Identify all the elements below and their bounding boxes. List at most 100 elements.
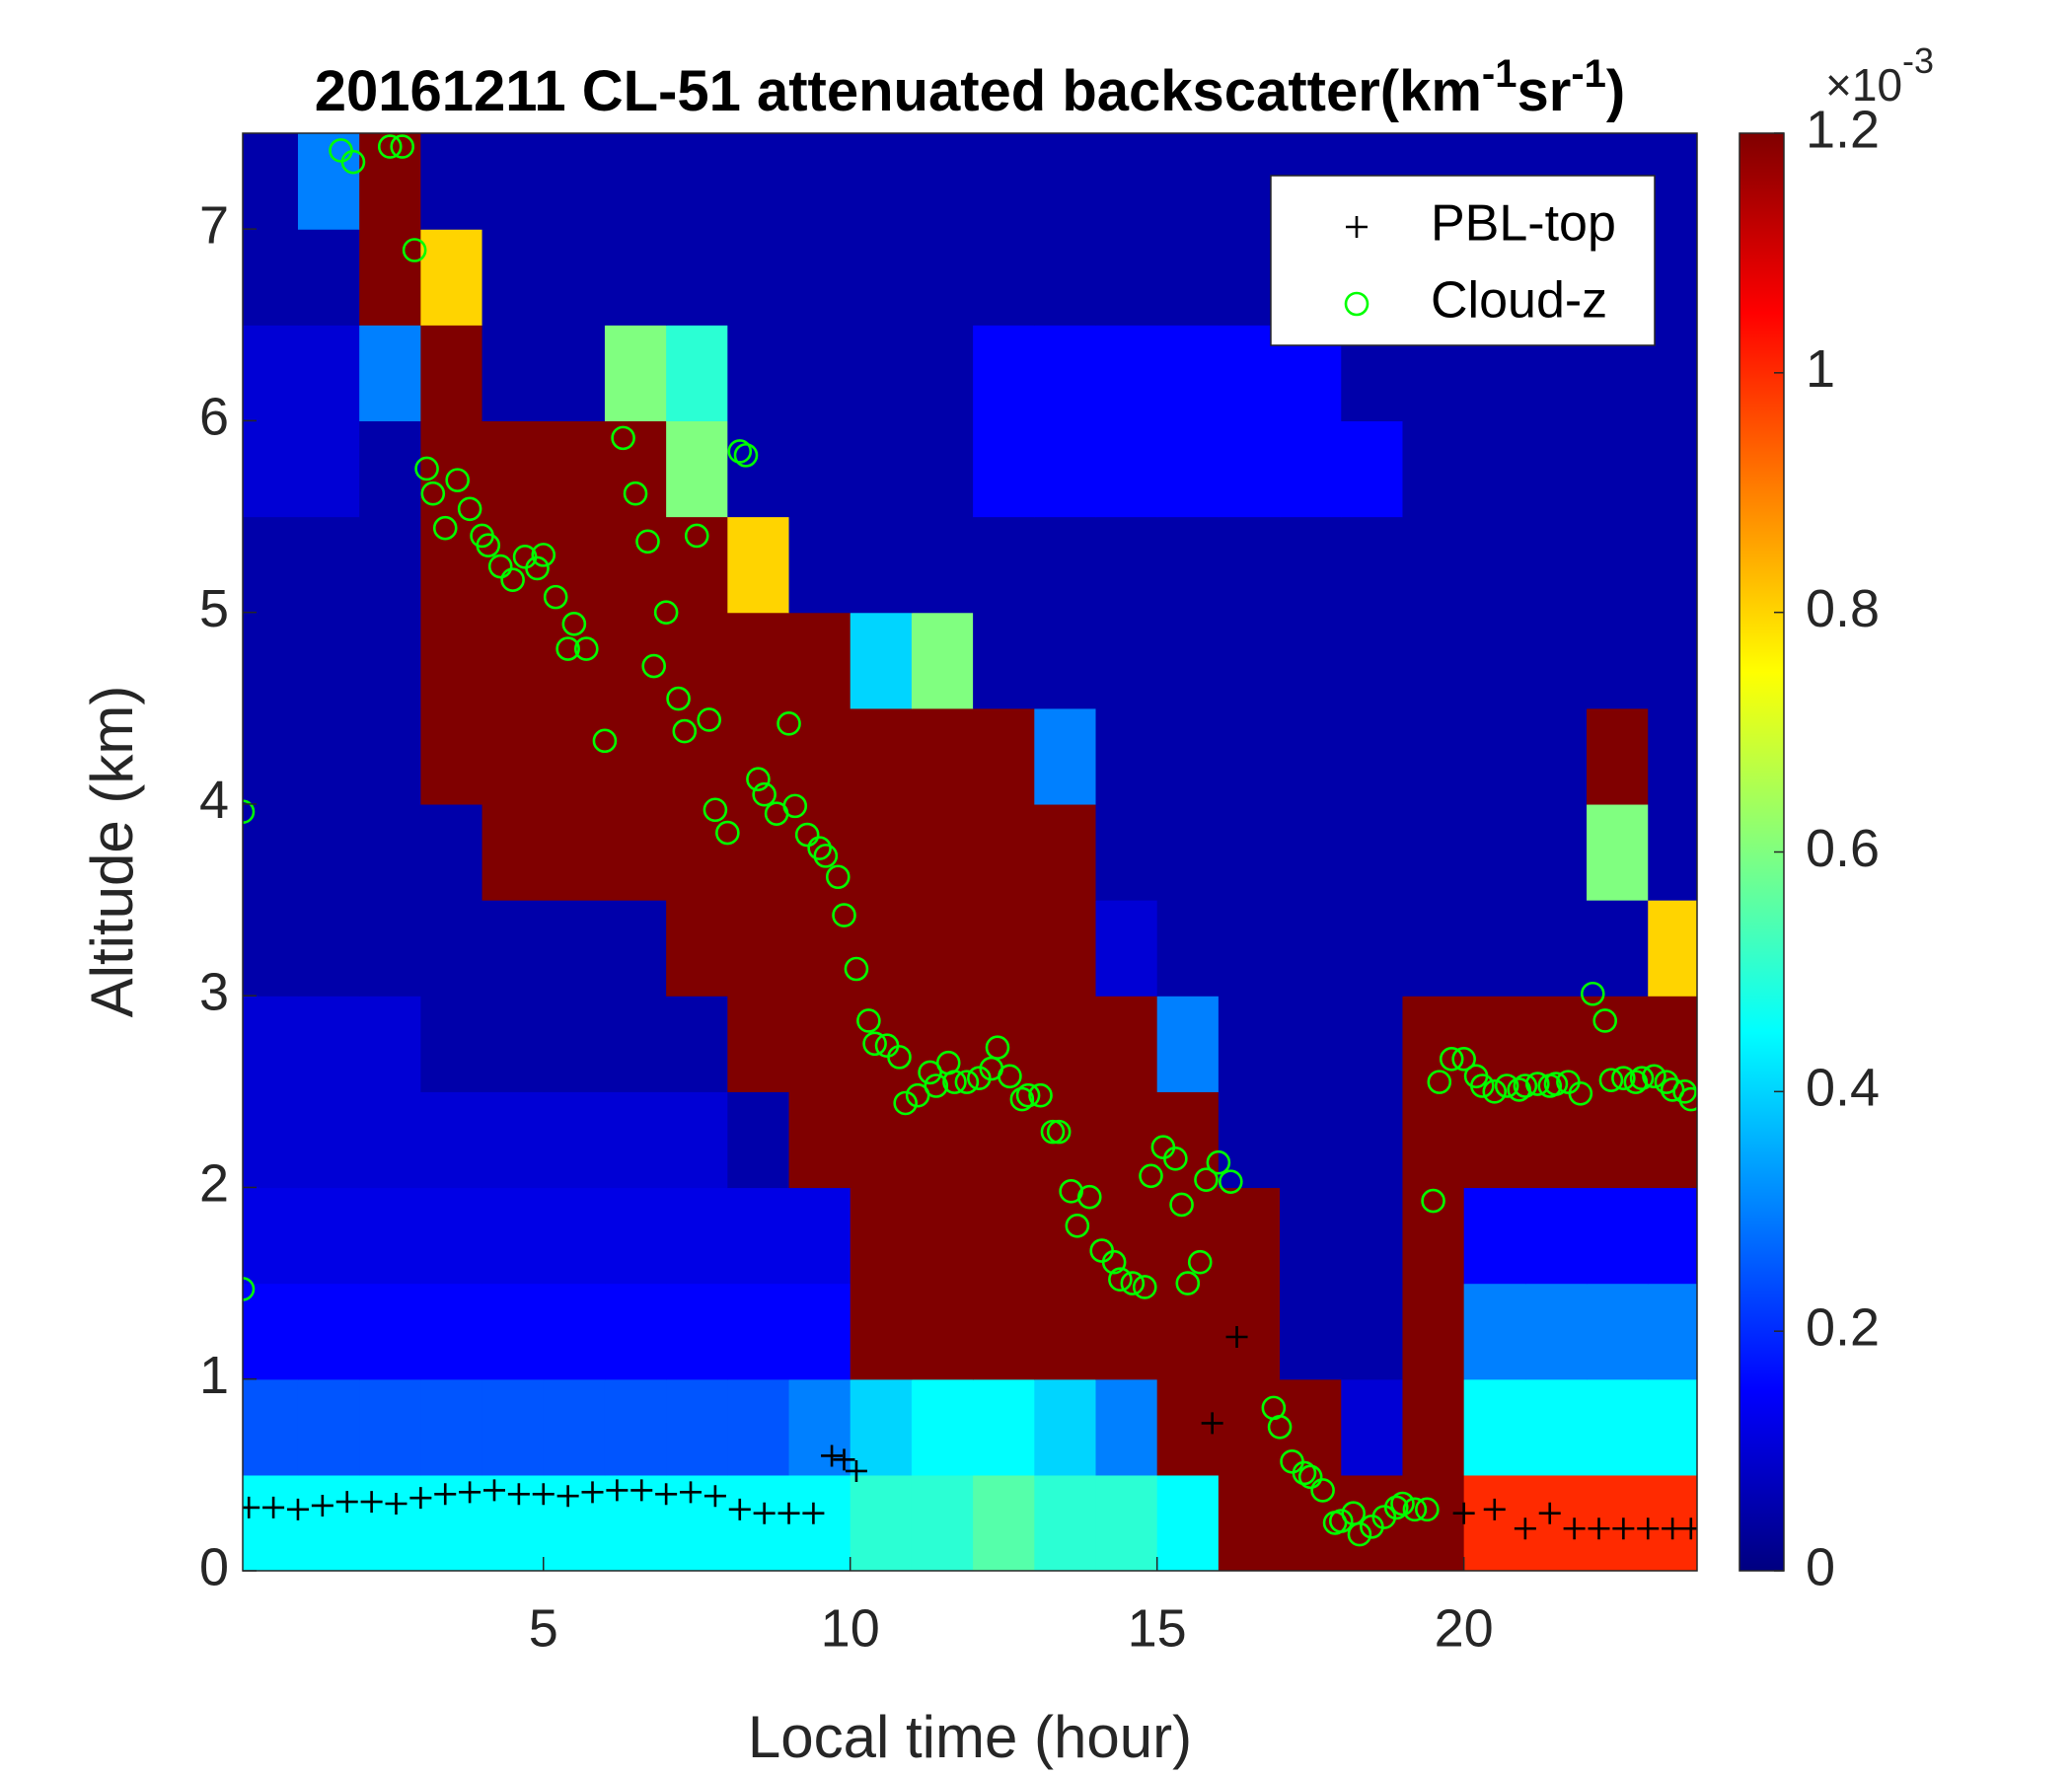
- heat-cell: [850, 1091, 913, 1189]
- heat-cell: [850, 1378, 913, 1476]
- heat-cell: [1034, 420, 1097, 518]
- heat-cell: [788, 420, 851, 518]
- data-point: [1588, 1517, 1610, 1540]
- heat-cell: [1280, 516, 1342, 614]
- heat-cell: [1156, 900, 1220, 997]
- data-point: [377, 134, 403, 159]
- heat-cell: [1095, 803, 1158, 901]
- heat-cell: [297, 900, 360, 997]
- legend-box: [1270, 175, 1656, 346]
- heat-cell: [788, 900, 851, 997]
- heat-cell: [1648, 516, 1697, 614]
- heat-cell: [1402, 612, 1465, 709]
- heat-cell: [850, 229, 913, 326]
- data-point: [385, 1493, 407, 1516]
- data-point: [1108, 1267, 1133, 1293]
- data-point: [942, 1070, 967, 1094]
- data-point: [573, 636, 599, 661]
- data-point: [409, 1487, 432, 1510]
- heat-cell: [1095, 325, 1158, 421]
- heat-cell: [297, 707, 360, 805]
- heat-cell: [420, 229, 483, 326]
- heat-cell: [1280, 1187, 1342, 1285]
- data-point: [611, 425, 635, 451]
- heat-cell: [1587, 516, 1649, 614]
- heat-cell: [1095, 1091, 1158, 1189]
- heat-cell: [850, 900, 913, 997]
- heat-cell: [543, 900, 606, 997]
- heat-cell: [1587, 996, 1649, 1092]
- data-point: [507, 1483, 530, 1506]
- data-point: [672, 718, 698, 744]
- data-point: [243, 799, 256, 825]
- heat-cell: [850, 1187, 913, 1285]
- data-point: [1513, 1073, 1538, 1098]
- heat-cell: [604, 1187, 667, 1285]
- data-point: [1219, 1169, 1243, 1194]
- heat-cell: [297, 420, 360, 518]
- heat-cell: [788, 1474, 851, 1571]
- data-point: [825, 864, 851, 890]
- data-point: [782, 793, 808, 819]
- heat-cell: [1402, 420, 1465, 518]
- heat-cell: [666, 1091, 728, 1189]
- heat-cell: [1402, 996, 1465, 1092]
- heat-cell: [1648, 803, 1697, 901]
- data-point: [1451, 1047, 1476, 1072]
- heat-cell: [543, 1378, 606, 1476]
- heat-cell: [604, 707, 667, 805]
- heat-cell: [1034, 133, 1097, 230]
- heat-cell: [604, 612, 667, 709]
- heat-cell: [543, 612, 606, 709]
- colorbar-tick-label: 0.8: [1806, 579, 1880, 638]
- heat-cell: [297, 612, 360, 709]
- exponent-base: ×10: [1825, 59, 1902, 111]
- heat-cell: [543, 1474, 606, 1571]
- data-point: [414, 456, 439, 481]
- data-point: [581, 1481, 604, 1504]
- heat-cell: [1218, 1283, 1281, 1380]
- heat-cell: [1587, 1187, 1649, 1285]
- heat-cell: [1095, 707, 1158, 805]
- heat-cell: [243, 1187, 299, 1285]
- heat-cell: [788, 1187, 851, 1285]
- y-tick-label: 6: [199, 388, 229, 447]
- data-point: [1194, 1167, 1219, 1192]
- data-point: [1076, 1184, 1102, 1210]
- data-point: [1672, 1079, 1697, 1104]
- x-tick-label: 20: [1435, 1598, 1494, 1658]
- heat-cell: [1524, 900, 1588, 997]
- heat-cell: [1402, 1091, 1465, 1189]
- heat-cell: [973, 133, 1035, 230]
- data-point: [746, 767, 771, 791]
- heat-cell: [1463, 420, 1526, 518]
- heat-cell: [1034, 1378, 1097, 1476]
- data-point: [1040, 1119, 1066, 1145]
- heat-cell: [481, 229, 545, 326]
- heat-cell: [1648, 229, 1697, 326]
- data-point: [630, 1479, 653, 1502]
- y-tick-label: 7: [199, 195, 229, 255]
- heat-cell: [543, 707, 606, 805]
- heat-cell: [1524, 420, 1588, 518]
- heat-cell: [243, 996, 299, 1092]
- heat-cell: [420, 1474, 483, 1571]
- heat-cell: [911, 1187, 974, 1285]
- data-point: [606, 1479, 629, 1502]
- heat-cell: [243, 325, 299, 421]
- data-point: [1310, 1478, 1335, 1503]
- data-point: [794, 822, 820, 848]
- heat-cell: [1463, 1474, 1526, 1571]
- heat-cell: [1280, 1091, 1342, 1189]
- heat-cell: [604, 1283, 667, 1380]
- heat-cell: [788, 516, 851, 614]
- heat-cell: [666, 1378, 728, 1476]
- data-point: [1482, 1079, 1508, 1104]
- heat-cell: [911, 900, 974, 997]
- heat-cell: [1095, 133, 1158, 230]
- data-point: [1225, 1325, 1248, 1348]
- heat-cell: [1463, 1283, 1526, 1380]
- heat-cell: [788, 133, 851, 230]
- data-point: [728, 1498, 751, 1520]
- heat-cell: [788, 325, 851, 421]
